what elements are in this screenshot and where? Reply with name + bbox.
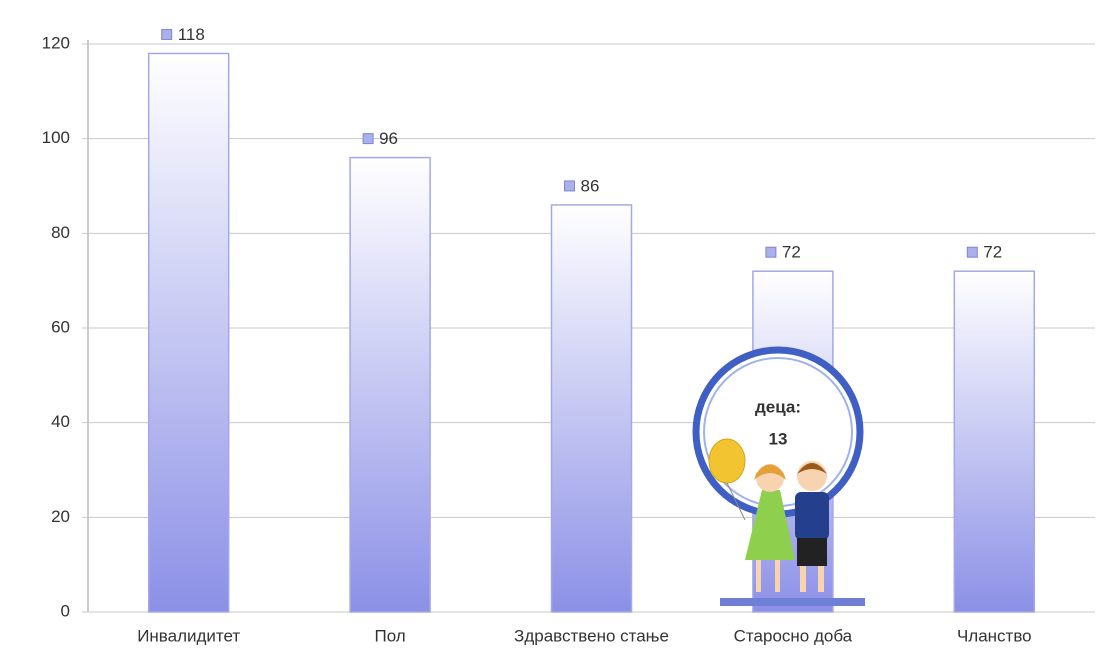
- label-key: [161, 28, 173, 40]
- x-tick-label: Старосно доба: [734, 626, 853, 645]
- bar: [147, 52, 230, 613]
- x-tick-label: Пол: [374, 626, 405, 645]
- bar: [349, 156, 431, 613]
- balloon: [708, 438, 746, 484]
- annotation-value: 13: [769, 429, 788, 448]
- label-key: [765, 246, 777, 258]
- y-tick-label: 20: [51, 507, 70, 526]
- data-label: 86: [581, 176, 600, 195]
- annotation-label: деца:: [755, 397, 801, 416]
- data-label: 96: [379, 129, 398, 148]
- ground: [720, 598, 865, 606]
- y-tick-label: 40: [51, 412, 70, 431]
- y-tick-label: 60: [51, 317, 70, 336]
- y-tick-label: 100: [42, 128, 70, 147]
- boy-shirt: [795, 492, 829, 540]
- label-key: [966, 246, 978, 258]
- y-tick-label: 120: [42, 33, 70, 52]
- annotation: деца: 13: [692, 346, 865, 606]
- y-tick-label: 0: [61, 601, 70, 620]
- girl-leg: [756, 560, 761, 592]
- label-key: [362, 133, 374, 145]
- bar: [550, 204, 633, 613]
- boy-leg: [818, 566, 824, 592]
- boy-hair: [797, 463, 827, 474]
- girl-hair: [754, 464, 786, 480]
- x-tick-label: Здравствено стање: [514, 626, 669, 645]
- girl-leg: [775, 560, 780, 592]
- data-label: 118: [178, 25, 205, 44]
- girl-dress: [745, 490, 795, 560]
- kids-illustration: [708, 438, 865, 606]
- data-label: 72: [983, 243, 1002, 262]
- boy-shorts: [797, 538, 827, 566]
- bar: [953, 270, 1036, 613]
- boy-leg: [800, 566, 806, 592]
- label-key: [564, 180, 575, 192]
- x-tick-label: Инвалидитет: [137, 626, 240, 645]
- balloon-string: [726, 482, 746, 521]
- data-label: 72: [782, 243, 801, 262]
- y-tick-label: 80: [51, 223, 70, 242]
- x-tick-label: Чланство: [957, 626, 1032, 645]
